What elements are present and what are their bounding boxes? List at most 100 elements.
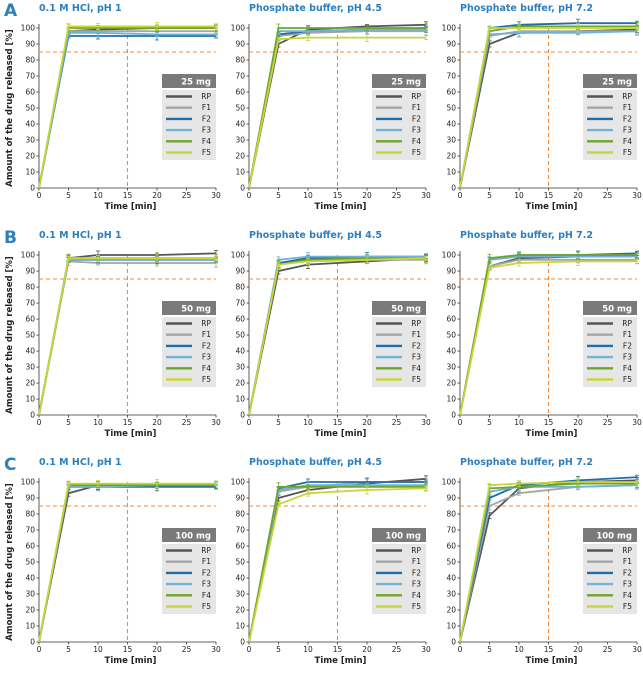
y-tick-label: 90 [25,267,35,276]
legend-header [162,301,216,315]
legend-label-f1: F1 [412,103,421,112]
legend-body [372,544,426,614]
y-tick-label: 70 [25,299,35,308]
y-tick-label: 50 [235,104,245,113]
legend-label-rp: RP [201,92,211,101]
y-tick-label: 100 [442,24,457,33]
legend-header [372,301,426,315]
legend-dose-label: 25 mg [181,78,211,88]
x-tick-label: 0 [37,191,42,200]
y-axis-title: Amount of the drug released [%] [5,29,15,187]
legend-label-f5: F5 [623,148,632,157]
y-tick-label: 0 [240,411,245,420]
legend-header [162,528,216,542]
legend-label-f4: F4 [412,137,421,146]
legend-header [583,74,637,88]
x-tick-label: 20 [573,645,583,654]
chart-title: Phosphate buffer, pH 4.5 [249,457,382,468]
chart-panel-b-3: Phosphate buffer, pH 7.20102030405060708… [442,230,642,439]
legend-dose-label: 25 mg [602,78,632,88]
legend-label-f5: F5 [412,375,421,384]
chart-panel-a-1: 0.1 M HCl, pH 1 0 10 20 30 40 50 60 70 80 90 100 0 5 1… [21,3,221,212]
y-tick-label: 80 [235,510,245,519]
panel-letter-b: B [4,228,17,248]
chart-panel-b-2: Phosphate buffer, pH 4.50102030405060708… [231,230,431,439]
x-tick-label: 15 [544,645,554,654]
x-tick-label: 25 [603,191,613,200]
legend-label-f1: F1 [412,330,421,339]
x-tick-label: 10 [93,645,103,654]
x-tick-label: 15 [544,191,554,200]
x-tick-label: 0 [37,645,42,654]
x-tick-label: 0 [458,191,463,200]
legend-label-f5: F5 [202,602,211,611]
legend-dose-label: 25 mg [391,78,421,88]
x-axis-title: Time [min] [315,656,367,666]
y-tick-label: 100 [231,251,246,260]
x-tick-label: 30 [421,418,431,427]
legend-label-f5: F5 [623,602,632,611]
y-tick-label: 90 [235,40,245,49]
y-tick-label: 20 [446,152,456,161]
legend-dose-label: 50 mg [181,305,211,315]
y-tick-label: 30 [25,363,35,372]
y-tick-label: 0 [240,638,245,647]
x-tick-label: 20 [573,418,583,427]
legend-label-f4: F4 [623,137,632,146]
y-tick-label: 20 [235,606,245,615]
x-tick-label: 10 [303,191,313,200]
legend-label-f3: F3 [623,126,632,135]
chart-panel-b-1: 0.1 M HCl, pH 1 0 10 20 30 40 50 60 70 80 90 100 0 5 1… [21,230,221,439]
x-tick-label: 5 [487,191,492,200]
y-tick-label: 40 [25,120,35,129]
legend-label-f1: F1 [202,103,211,112]
x-tick-label: 30 [632,645,642,654]
x-tick-label: 30 [632,418,642,427]
x-tick-label: 15 [333,191,343,200]
legend-label-f3: F3 [412,580,421,589]
y-tick-label: 70 [235,526,245,535]
panel-letter-a: A [4,1,18,21]
chart-title: Phosphate buffer, pH 4.5 [249,230,382,241]
y-tick-label: 10 [25,168,35,177]
y-tick-label: 40 [235,120,245,129]
y-tick-label: 50 [235,558,245,567]
legend-label-f3: F3 [202,353,211,362]
legend-label-f4: F4 [412,591,421,600]
legend-body [583,90,637,160]
y-tick-label: 40 [446,574,456,583]
legend-body [372,317,426,387]
y-tick-label: 10 [235,622,245,631]
x-tick-label: 5 [66,645,71,654]
x-axis-title: Time [min] [526,202,578,212]
y-tick-label: 100 [231,478,246,487]
legend-body [162,317,216,387]
legend-label-f2: F2 [623,114,632,123]
x-tick-label: 30 [421,645,431,654]
legend-header [583,528,637,542]
legend-dose-label: 100 mg [596,532,632,542]
legend-label-f3: F3 [202,126,211,135]
x-tick-label: 10 [514,418,524,427]
y-tick-label: 10 [235,395,245,404]
y-tick-label: 70 [235,72,245,81]
legend-label-f5: F5 [623,375,632,384]
x-tick-label: 0 [247,645,252,654]
legend-label-f3: F3 [412,126,421,135]
y-tick-label: 70 [25,526,35,535]
x-tick-label: 5 [66,418,71,427]
x-tick-label: 20 [152,645,162,654]
y-tick-label: 80 [446,283,456,292]
chart-panel-c-2: Phosphate buffer, pH 4.50102030405060708… [231,457,431,666]
x-tick-label: 30 [211,191,221,200]
y-tick-label: 0 [451,638,456,647]
y-tick-label: 0 [451,184,456,193]
x-tick-label: 15 [544,418,554,427]
y-tick-label: 70 [446,72,456,81]
legend-body [162,544,216,614]
x-axis-title: Time [min] [105,656,157,666]
x-tick-label: 25 [392,191,402,200]
legend-label-f1: F1 [412,557,421,566]
legend-label-f5: F5 [412,602,421,611]
